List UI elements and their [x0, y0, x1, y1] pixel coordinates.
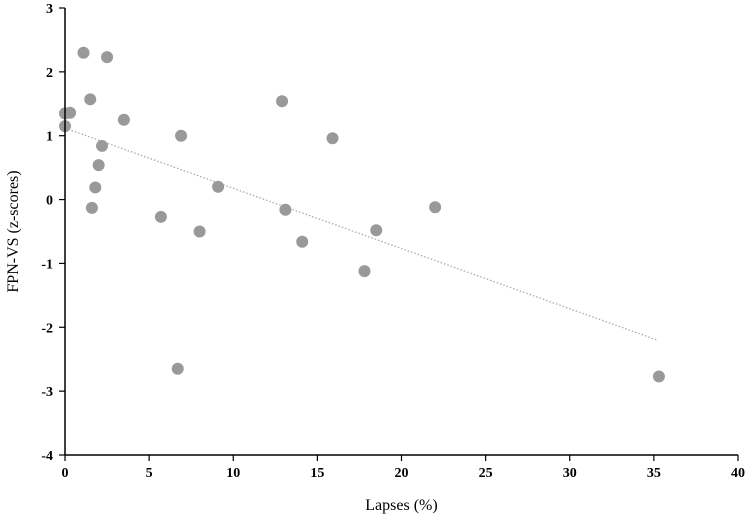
- y-axis-title: FPN-VS (z-scores): [5, 170, 22, 292]
- x-tick-label: 30: [563, 466, 577, 481]
- data-point: [84, 93, 97, 106]
- data-point: [193, 225, 206, 238]
- data-point: [175, 129, 188, 142]
- y-tick-label: 1: [46, 130, 53, 145]
- data-point: [101, 51, 114, 64]
- data-point: [296, 235, 309, 248]
- x-tick-label: 25: [479, 466, 493, 481]
- x-tick-label: 5: [146, 466, 153, 481]
- data-point: [358, 265, 371, 278]
- x-tick-label: 15: [310, 466, 324, 481]
- data-point: [92, 159, 105, 172]
- data-point: [77, 46, 90, 59]
- data-point: [96, 139, 109, 152]
- axes: [64, 8, 738, 456]
- x-axis-ticks: 0 5 10 15 20 25 30 35 40: [62, 455, 745, 481]
- y-tick-label: -4: [41, 449, 53, 464]
- y-tick-label: 2: [46, 66, 53, 81]
- x-tick-label: 10: [226, 466, 240, 481]
- x-axis-title: Lapses (%): [365, 497, 437, 514]
- data-point: [279, 203, 292, 216]
- x-tick-label: 35: [647, 466, 661, 481]
- y-tick-label: 0: [46, 194, 53, 209]
- y-tick-label: -3: [41, 385, 53, 400]
- x-tick-label: 40: [731, 466, 745, 481]
- data-point: [370, 224, 383, 237]
- data-point: [64, 106, 77, 119]
- trendline: [64, 127, 658, 341]
- y-tick-label: 3: [46, 2, 53, 17]
- trendline-layer: [64, 127, 658, 341]
- data-point: [652, 370, 665, 383]
- data-point: [117, 113, 130, 126]
- data-point: [429, 201, 442, 214]
- x-tick-label: 0: [62, 466, 69, 481]
- data-point: [276, 95, 289, 108]
- data-point: [212, 180, 225, 193]
- y-tick-label: -2: [41, 321, 53, 336]
- data-points: [59, 46, 665, 383]
- data-point: [326, 132, 339, 145]
- x-tick-label: 20: [395, 466, 409, 481]
- data-point: [171, 362, 184, 375]
- data-point: [89, 181, 102, 194]
- y-axis-ticks: -4 -3 -2 -1 0 1 2 3: [41, 2, 65, 464]
- data-point: [154, 210, 167, 223]
- data-point: [85, 201, 98, 214]
- y-tick-label: -1: [41, 257, 53, 272]
